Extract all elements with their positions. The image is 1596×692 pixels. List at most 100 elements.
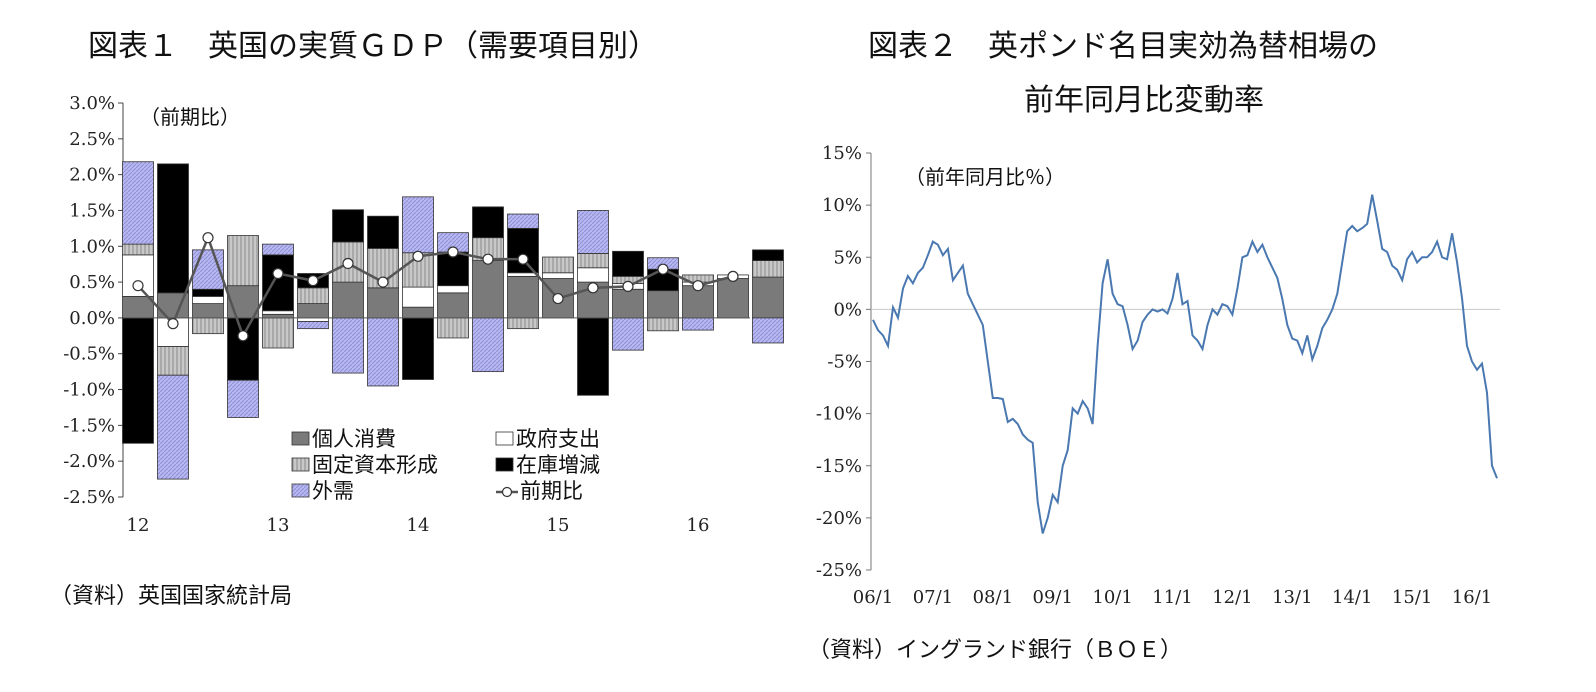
bar-net_exports-16Q1: [682, 317, 714, 331]
fig2-line-series: [872, 194, 1498, 534]
fig2-x-tick-label: 16/1: [1452, 587, 1492, 608]
fig1-point-14Q4: [517, 253, 529, 265]
fig1-point-13Q3: [342, 257, 354, 270]
bar-net_exports-15Q3: [612, 317, 644, 351]
fig1-point-12Q3: [202, 232, 214, 244]
fig1-point-12Q2: [167, 318, 179, 330]
bar-government-13Q2: [297, 317, 329, 322]
bar-net_exports-14Q3: [472, 317, 504, 373]
fig2-x-tick-label: 11/1: [1152, 587, 1192, 608]
bar-inventory-12Q3: [192, 288, 224, 297]
bar-inventory-16Q3: [752, 249, 784, 261]
fig2-title-line2: 前年同月比変動率: [1024, 83, 1264, 118]
fig1-point-15Q4: [657, 263, 669, 275]
fig1-x-tick-label: 12: [127, 515, 150, 536]
fig2-x-tick-label: 13/1: [1272, 587, 1312, 608]
fig1-point-14Q1: [412, 250, 424, 262]
fig1-point-15Q2: [587, 282, 599, 294]
fig2-y-tick-label: 0%: [833, 299, 862, 320]
bar-investment-16Q3: [752, 260, 784, 278]
fig2-x-tick-label: 08/1: [973, 587, 1013, 608]
bar-inventory-14Q2: [437, 251, 469, 287]
legend-label-consumption: 個人消費: [312, 427, 396, 451]
bar-inventory-15Q3: [612, 250, 644, 277]
fig1-point-16Q1: [692, 280, 704, 292]
fig2-y-tick-label: -15%: [816, 456, 862, 477]
fig1-y-tick-label: -2.0%: [63, 451, 115, 472]
legend-label-net_exports: 外需: [312, 479, 354, 503]
bar-inventory-14Q3: [472, 206, 504, 239]
fig1-y-tick-label: 0.0%: [69, 308, 115, 329]
bar-consumption-13Q2: [297, 303, 329, 319]
bar-investment-13Q1: [262, 317, 294, 349]
fig2-title-line1: 図表２ 英ポンド名目実効為替相場の: [868, 29, 1378, 64]
bar-government-15Q1: [542, 272, 574, 279]
bar-consumption-14Q2: [437, 292, 469, 319]
fig1-point-14Q3: [482, 253, 494, 265]
legend-swatch-government: [495, 431, 514, 446]
bar-inventory-12Q2: [157, 163, 189, 294]
bar-net_exports-14Q1: [402, 196, 434, 254]
bar-net_exports-16Q3: [752, 317, 784, 344]
fig2-y-tick-label: -20%: [816, 508, 862, 529]
fig1-y-tick-label: 1.0%: [69, 236, 115, 257]
bar-investment-12Q3: [192, 317, 224, 335]
fig1-x-tick-label: 15: [547, 515, 570, 536]
bar-consumption-14Q4: [507, 275, 539, 319]
fig1-line-total: [137, 234, 734, 339]
fig1-point-15Q1: [552, 292, 564, 305]
fig2-y-tick-label: -10%: [816, 404, 862, 425]
fig1-point-15Q3: [622, 280, 634, 292]
fig2-y-tick-label: 5%: [833, 247, 862, 268]
bar-investment-13Q2: [297, 287, 329, 304]
fig1-point-14Q2: [447, 246, 459, 258]
fig1-y-tick-label: 0.5%: [69, 272, 115, 293]
bar-investment-14Q4: [507, 317, 539, 330]
legend-swatch-total-marker: [501, 486, 513, 498]
fig1-plot: 3.0% 2.5% 2.0% 1.5% 1.0% 0.5% 0.0% -0.5% -1.0% -1…: [63, 93, 784, 536]
legend-swatch-net_exports: [291, 483, 310, 498]
fig2-x-tick-label: 06/1: [853, 587, 893, 608]
bar-inventory-14Q1: [402, 317, 434, 380]
bar-consumption-16Q3: [752, 276, 784, 319]
bar-investment-14Q2: [437, 317, 469, 339]
bar-net_exports-12Q4: [227, 379, 259, 418]
legend-swatch-inventory: [495, 457, 514, 472]
bar-net_exports-14Q4: [507, 213, 539, 229]
fig1-y-tick-label: 3.0%: [69, 93, 115, 114]
fig2-y-tick-label: -5%: [827, 352, 862, 373]
fig1-point-12Q4: [237, 330, 249, 342]
fig1-unit-note: （前期比）: [140, 105, 240, 129]
fig1-point-13Q2: [307, 275, 319, 287]
bar-government-14Q2: [437, 285, 469, 294]
bar-net_exports-13Q2: [297, 321, 329, 330]
legend-label-total: 前期比: [520, 479, 583, 503]
bar-inventory-12Q4: [227, 317, 259, 381]
bar-consumption-12Q4: [227, 285, 259, 319]
bar-inventory-12Q1: [122, 317, 154, 444]
bar-consumption-15Q3: [612, 288, 644, 319]
fig1-point-12Q1: [132, 280, 144, 292]
bar-investment-15Q4: [647, 317, 679, 332]
fig2-x-tick-label: 07/1: [913, 587, 953, 608]
bar-investment-12Q2: [157, 346, 189, 376]
bar-consumption-13Q4: [367, 287, 399, 319]
bar-inventory-13Q3: [332, 209, 364, 243]
fig1-y-tick-label: 2.5%: [69, 129, 115, 150]
fig2-x-tick-label: 14/1: [1332, 587, 1372, 608]
fig1-point-16Q2: [727, 270, 739, 282]
bar-government-12Q3: [192, 296, 224, 304]
fig1-x-tick-label: 13: [267, 515, 290, 536]
bar-government-13Q1: [262, 310, 294, 315]
fig1-x-tick-label: 16: [687, 515, 710, 536]
fig2-x-tick-label: 15/1: [1392, 587, 1432, 608]
bar-consumption-12Q3: [192, 303, 224, 319]
bar-net_exports-15Q2: [577, 210, 609, 254]
bar-net_exports-13Q3: [332, 317, 364, 374]
fig2-y-tick-label: -25%: [816, 560, 862, 581]
fig1-source: （資料）英国国家統計局: [50, 584, 292, 609]
bar-consumption-14Q3: [472, 260, 504, 319]
bar-consumption-14Q1: [402, 306, 434, 319]
bar-consumption-15Q4: [647, 290, 679, 319]
